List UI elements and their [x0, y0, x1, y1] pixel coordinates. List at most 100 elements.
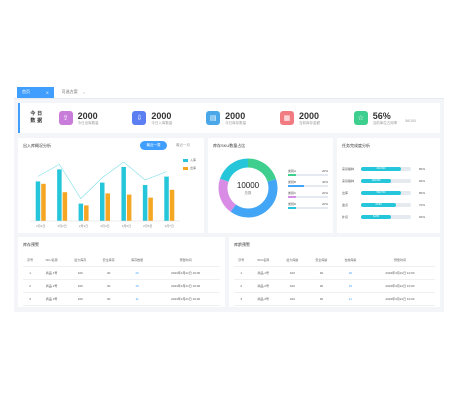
table-cell: 商品 1号: [248, 266, 278, 280]
bar-outbound[interactable]: [169, 189, 175, 221]
tab-bar: 首页 X 可选方案 ×: [14, 86, 444, 99]
donut-legend-item: 类别A 20%: [288, 169, 328, 176]
table-cell: 11: [335, 292, 365, 306]
legend-pct: 40%: [321, 180, 328, 184]
table-cell: 商品 2号: [37, 279, 67, 293]
table-cell: 30: [306, 266, 336, 280]
legend-fill: [288, 196, 296, 198]
x-tick-label: 2月6日: [143, 224, 152, 228]
bar-inbound[interactable]: [57, 169, 62, 221]
stat-stock: ▤ 2000 今日库存数量: [206, 111, 280, 126]
table-cell: 30: [306, 279, 336, 293]
table-row[interactable]: 3 商品 3号 100 30 11 2023年3月21日 10:00: [23, 292, 220, 306]
stat-outbound: ⇪ 2000 今日出库数量: [58, 111, 133, 126]
x-tick-label: 2月7日: [165, 224, 174, 228]
legend-label: 入库: [190, 158, 197, 162]
bar-inbound[interactable]: [121, 167, 126, 221]
calendar-icon: ▦: [279, 111, 294, 125]
table-cell: 100: [277, 266, 307, 280]
legend-fill: [288, 207, 296, 209]
tab-home[interactable]: 首页 X: [17, 86, 54, 98]
stat-label: 当前库位占用率: [372, 120, 398, 125]
task-label: 盘点: [342, 203, 349, 207]
tab-options[interactable]: 可选方案 ×: [57, 87, 90, 98]
stat-value: 2000: [225, 110, 246, 121]
task-label: 来货播种: [342, 167, 355, 171]
donut-segment-b: [218, 158, 278, 218]
legend-label: 类别D: [288, 202, 297, 206]
table-header: 最大库存: [66, 254, 95, 267]
table-header: 预警时间: [364, 254, 435, 267]
table-row[interactable]: 2 商品 2号 100 30 15 2023年3月21日 10:00: [234, 279, 435, 293]
bar-inbound[interactable]: [100, 182, 105, 221]
legend-pct: 20%: [321, 169, 328, 173]
table-cell: 11: [122, 292, 152, 306]
stat-label: 今日入库数量: [151, 120, 173, 125]
task-completion-card: 任务完成度分析 来货播种 240/320 80% 来货播种 160/250 60…: [337, 138, 440, 233]
stat-inbound: ⇩ 2000 今日入库数量: [132, 111, 206, 126]
table-cell: 商品 1号: [37, 266, 67, 280]
table-cell: 2023年3月21日 10:00: [364, 292, 435, 306]
stat-stock-amount: ▦ 2000 当前库存金额: [279, 111, 354, 126]
tab-home-label: 首页: [22, 89, 30, 94]
bar-outbound[interactable]: [105, 193, 111, 221]
table-cell: 3: [23, 292, 38, 306]
card-title: 库存SKU数量占比: [213, 143, 246, 148]
table-cell: 15: [335, 279, 365, 293]
task-label: 补货: [342, 215, 349, 219]
bar-outbound[interactable]: [84, 205, 89, 221]
table-cell: 100: [66, 266, 95, 280]
bar-inbound[interactable]: [35, 181, 41, 221]
task-label: 来货播种: [342, 179, 355, 183]
table-row[interactable]: 1 商品 1号 100 30 20 2023年3月21日 10:00: [234, 266, 435, 280]
table-row[interactable]: 3 商品 3号 100 30 11 2023年3月21日 10:00: [234, 292, 435, 306]
bar-inbound[interactable]: [78, 203, 84, 221]
legend-pct: 20%: [321, 202, 328, 206]
sku-ratio-card: 库存SKU数量占比 10000 总数 类别A 20% 类别B 40% 类别C 20% …: [208, 138, 333, 233]
table-cell: 1: [234, 266, 249, 280]
table-cell: 2023年3月21日 10:00: [364, 279, 435, 293]
x-tick-label: 2月1日: [36, 224, 45, 228]
table-cell: 100: [277, 292, 307, 306]
tab-close-icon[interactable]: ×: [82, 89, 86, 95]
task-pct: 60%: [419, 215, 426, 219]
table-header: 安全库存: [94, 254, 123, 267]
table-header: 预警时间: [151, 254, 220, 267]
bar-outbound[interactable]: [41, 183, 46, 221]
table-cell: 20: [122, 266, 152, 280]
card-title: 库存预警: [23, 242, 39, 247]
x-tick-label: 2月4日: [100, 224, 109, 228]
task-row: 来货播种 240/320 80%: [342, 165, 437, 173]
task-row: 补货 52/80 60%: [342, 213, 437, 221]
table-cell: 2023年3月21日 10:00: [151, 266, 220, 280]
task-pct: 80%: [419, 167, 426, 171]
bar-outbound[interactable]: [126, 194, 132, 221]
donut-legend-item: 类别D 20%: [288, 202, 328, 209]
bar-outbound[interactable]: [62, 192, 68, 221]
table-cell: 3: [234, 292, 249, 306]
tab-close-icon[interactable]: X: [46, 89, 49, 95]
star-icon: ☆: [353, 111, 368, 125]
table-cell: 2023年3月21日 10:00: [151, 279, 220, 293]
table-cell: 30: [94, 266, 123, 280]
table-cell: 100: [66, 279, 95, 293]
table-row[interactable]: 2 商品 2号 100 30 15 2023年3月21日 10:00: [23, 279, 220, 293]
card-title: 任务完成度分析: [342, 143, 370, 148]
stat-label: 当前库存金额: [298, 120, 320, 125]
table-header-row: 序号 SKU名称 最大库存 安全库存 库存数量 预警时间: [23, 254, 220, 267]
task-progress: 240/320: [361, 167, 401, 171]
today-label-line2: 数 据: [30, 118, 43, 124]
bar-inbound[interactable]: [164, 176, 169, 221]
last-week-button[interactable]: 最近一周: [140, 141, 167, 150]
task-pct: 80%: [419, 191, 426, 195]
task-pct: 70%: [419, 203, 426, 207]
table-cell: 30: [94, 279, 123, 293]
last-month-button[interactable]: 最近一月: [176, 143, 190, 147]
table-cell: 商品 3号: [248, 292, 278, 306]
bar-outbound[interactable]: [148, 197, 153, 221]
tab-options-label: 可选方案: [61, 89, 78, 94]
task-row: 盘点 64/80 70%: [342, 201, 437, 209]
bar-inbound[interactable]: [142, 185, 148, 221]
task-progress: 560/700: [361, 191, 401, 195]
table-row[interactable]: 1 商品 1号 100 30 20 2023年3月21日 10:00: [23, 266, 220, 280]
